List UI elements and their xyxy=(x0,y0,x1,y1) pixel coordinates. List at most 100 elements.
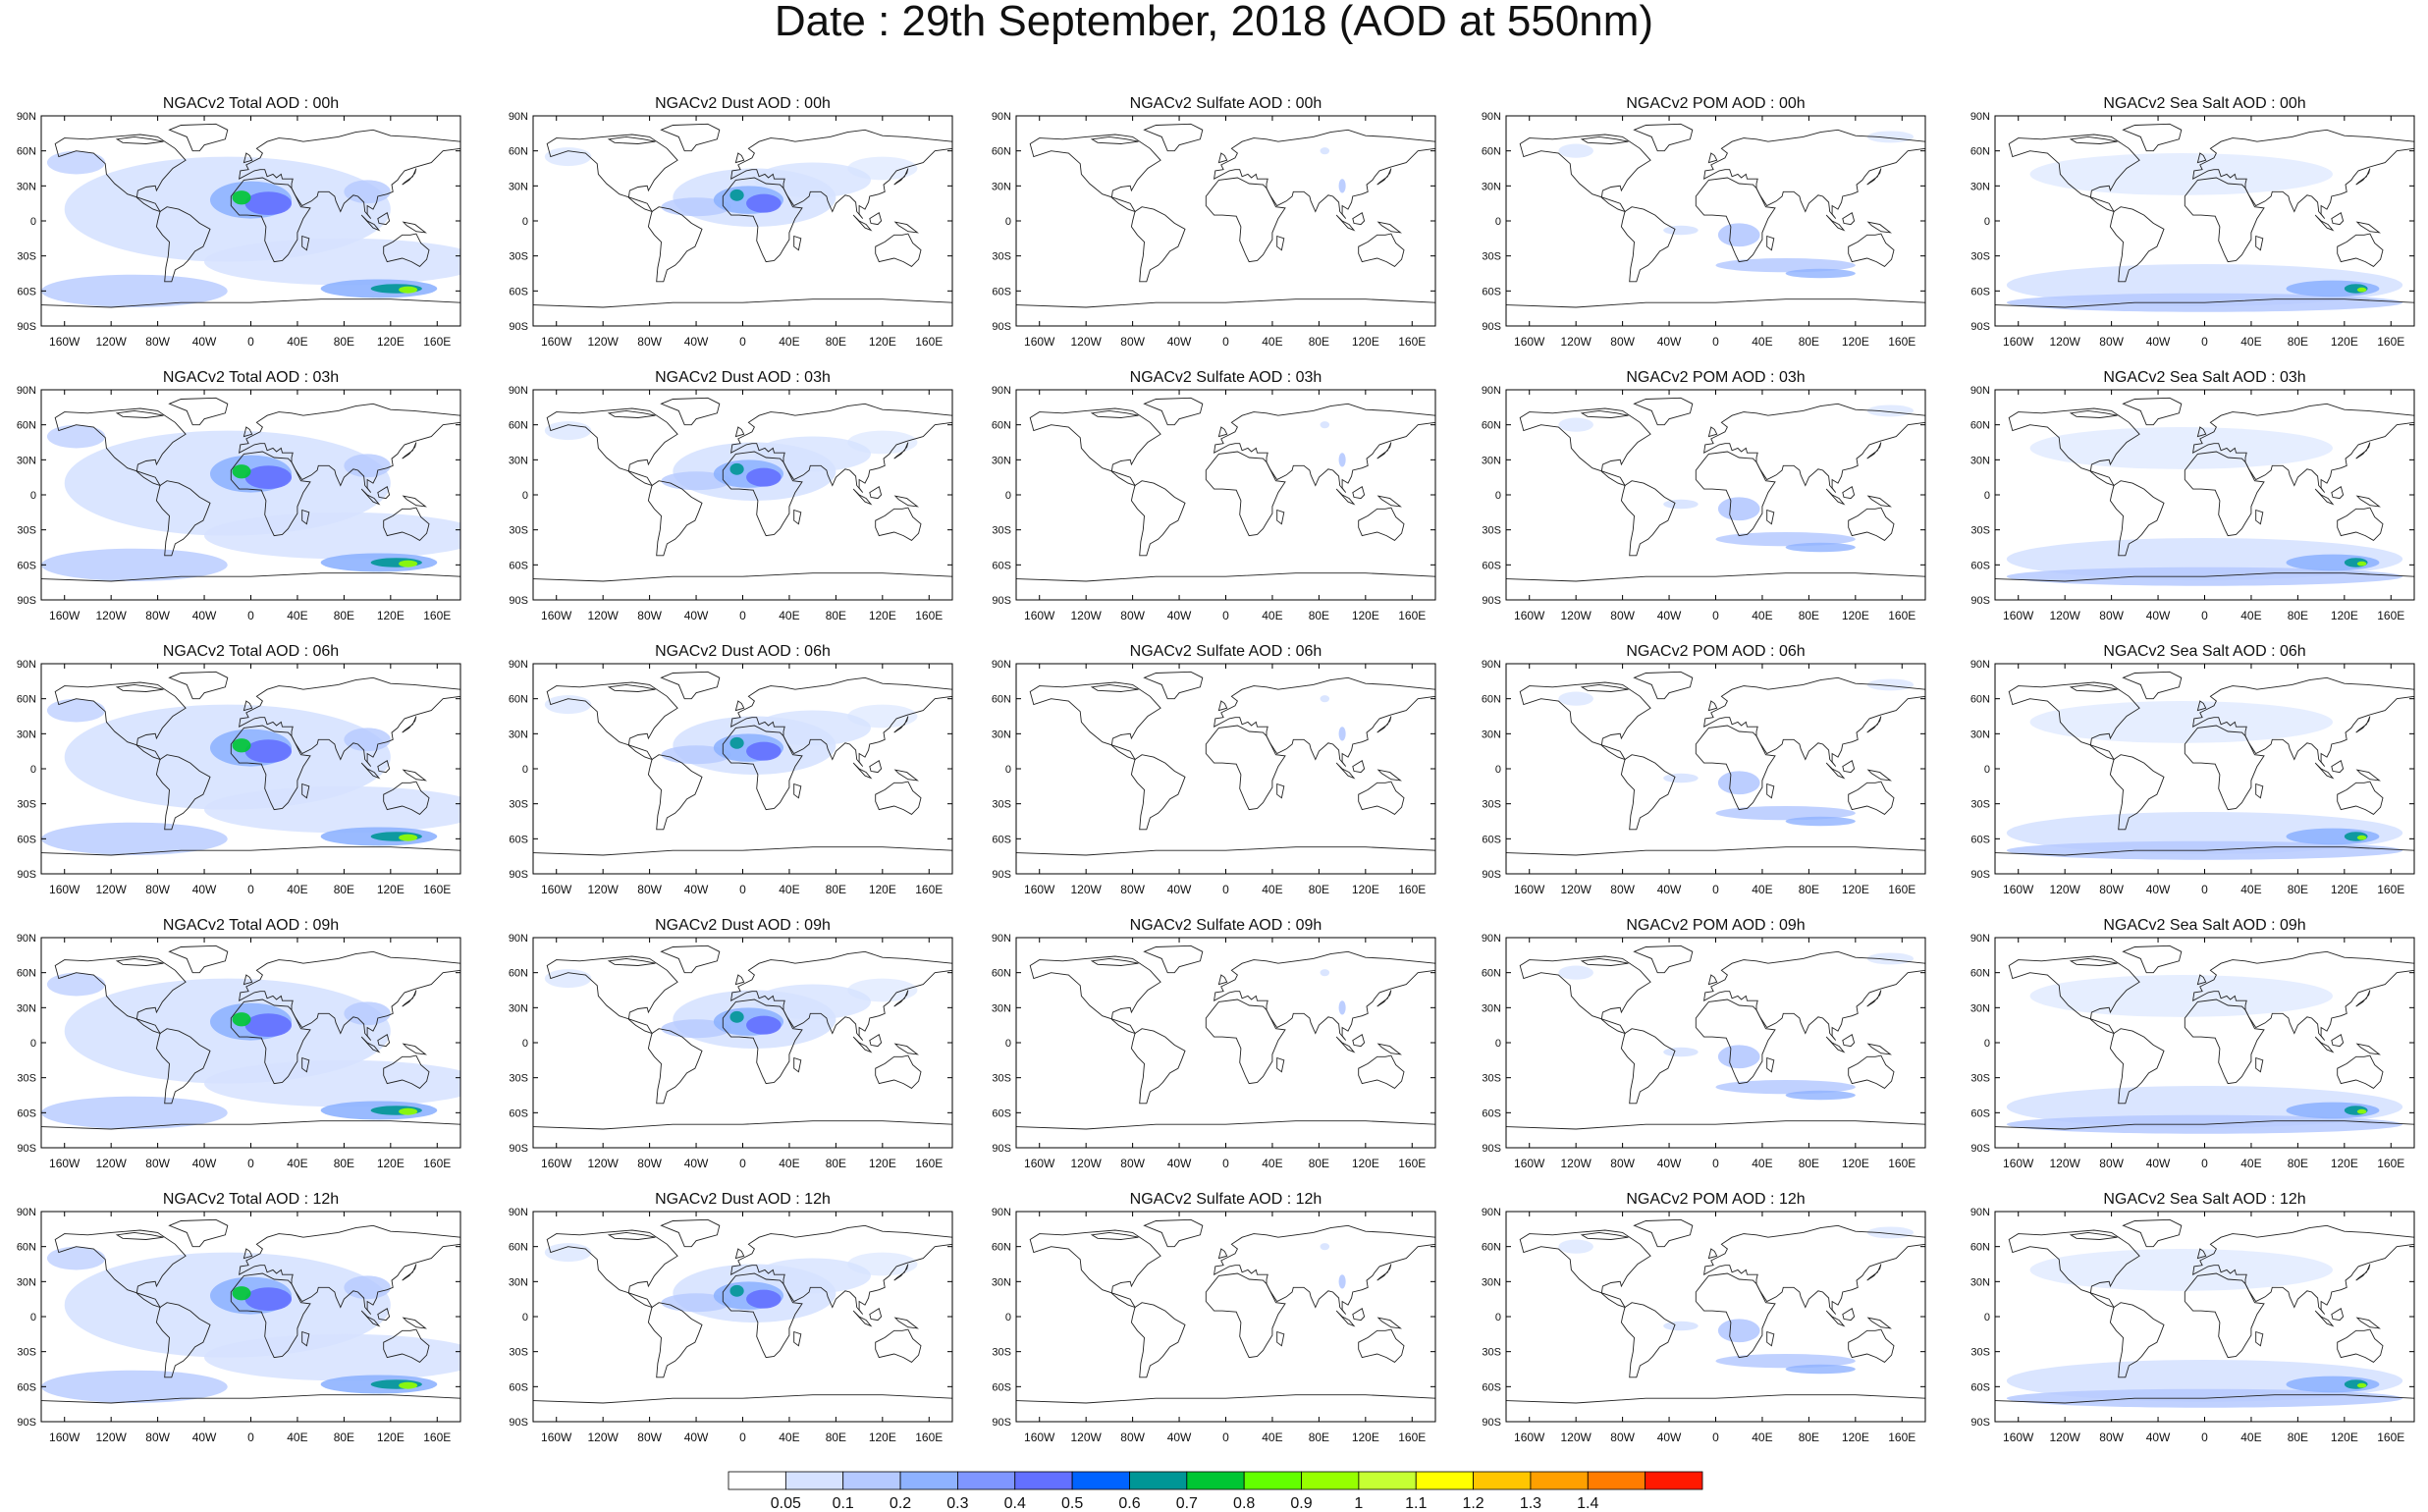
coastline xyxy=(1016,846,1435,856)
lon-tick-label: 120W xyxy=(1560,609,1592,622)
aod-field-1 xyxy=(204,512,460,560)
coastline xyxy=(115,135,164,144)
coastline xyxy=(1866,221,1892,234)
coastline xyxy=(1848,781,1895,815)
coastline xyxy=(660,1218,721,1248)
lat-tick-label: 30N xyxy=(1482,1002,1501,1014)
lat-tick-label: 90N xyxy=(992,111,1011,123)
coastline xyxy=(402,716,417,733)
aod-field-4 xyxy=(1558,1239,1593,1254)
coastline xyxy=(2196,426,2207,438)
coastline xyxy=(1703,1224,1925,1315)
coastline xyxy=(2331,1308,2345,1322)
map-panel-dust-3: NGACv2 Dust AOD : 09h 90N 60N 30N 0 30S 60S 90S… xyxy=(509,917,953,1170)
aod-field-1 xyxy=(204,785,460,834)
lat-tick-label: 60S xyxy=(1482,560,1501,571)
coastline xyxy=(243,700,253,712)
coastline xyxy=(1842,760,1856,774)
aod-field-1 xyxy=(1663,1047,1699,1057)
coastline xyxy=(2069,409,2118,418)
lat-tick-label: 0 xyxy=(30,216,36,228)
coastline xyxy=(730,676,952,767)
lon-tick-label: 80E xyxy=(1799,335,1819,349)
coastline xyxy=(607,135,656,144)
lat-tick-label: 0 xyxy=(1984,764,1990,776)
coastline xyxy=(1620,206,1676,283)
coastline xyxy=(2192,403,2414,493)
aod-field-0 xyxy=(1338,1000,1346,1015)
lon-tick-label: 120E xyxy=(377,1431,405,1444)
aod-field-2 xyxy=(41,274,228,307)
lon-tick-label: 0 xyxy=(739,609,746,622)
lon-tick-label: 40W xyxy=(2146,1157,2171,1170)
colorbar-bin xyxy=(728,1471,786,1490)
lon-tick-label: 80E xyxy=(334,609,354,622)
coastline xyxy=(1866,1317,1892,1329)
coastline xyxy=(893,442,909,459)
map-area xyxy=(1016,938,1435,1148)
colorbar-bin xyxy=(1186,1471,1245,1490)
map-area xyxy=(1016,1212,1435,1422)
coastline xyxy=(1519,407,1651,487)
colorbar-label: 1.4 xyxy=(1577,1495,1598,1512)
aod-field-3 xyxy=(1785,1090,1856,1101)
lat-tick-label: 30S xyxy=(992,525,1011,537)
lon-tick-label: 80W xyxy=(637,609,662,622)
lon-tick-label: 120E xyxy=(2331,1157,2358,1170)
coastline xyxy=(54,134,187,213)
lat-tick-label: 30S xyxy=(1970,525,1990,537)
coastline xyxy=(1580,957,1629,966)
lat-tick-label: 30S xyxy=(1970,1347,1990,1359)
coastline xyxy=(1217,700,1228,712)
coastline xyxy=(2192,676,2414,767)
lon-tick-label: 160W xyxy=(2003,1157,2034,1170)
coastline xyxy=(2355,1264,2371,1281)
lat-tick-label: 90S xyxy=(17,869,36,881)
coastline xyxy=(2196,974,2207,986)
lon-tick-label: 120W xyxy=(1560,883,1592,896)
panel-title: NGACv2 Total AOD : 12h xyxy=(163,1191,339,1208)
aod-field-5 xyxy=(1866,131,1915,143)
lat-tick-label: 90N xyxy=(17,933,36,945)
lat-tick-label: 60S xyxy=(1970,834,1990,845)
lon-tick-label: 40W xyxy=(192,335,217,349)
coastline xyxy=(402,221,427,234)
colorbar-label: 0.3 xyxy=(946,1495,968,1512)
coastline xyxy=(2337,1328,2384,1363)
lon-tick-label: 160W xyxy=(1514,1157,1545,1170)
coastline xyxy=(2314,762,2335,780)
coastline xyxy=(2255,1056,2264,1073)
colorbar-label: 1 xyxy=(1354,1495,1363,1512)
coastline xyxy=(722,999,803,1085)
coastline xyxy=(647,1302,703,1378)
lat-tick-label: 0 xyxy=(30,490,36,502)
aod-field-2 xyxy=(41,822,228,855)
coastline xyxy=(1376,221,1402,234)
aod-field-4 xyxy=(244,1287,293,1312)
panel-title: NGACv2 Sulfate AOD : 12h xyxy=(1130,1191,1322,1208)
coastline xyxy=(2355,769,2381,782)
lat-tick-label: 30S xyxy=(17,525,36,537)
lat-tick-label: 0 xyxy=(1005,216,1011,228)
aod-field-10 xyxy=(344,1275,391,1300)
coastline xyxy=(41,572,460,582)
coastline xyxy=(54,1229,187,1309)
coastline xyxy=(1633,671,1694,700)
lon-tick-label: 120W xyxy=(587,1431,619,1444)
lon-tick-label: 80E xyxy=(334,883,354,896)
coastline xyxy=(1519,134,1651,213)
coastline xyxy=(893,716,909,733)
coastline xyxy=(1995,846,2414,856)
panel-title: NGACv2 Total AOD : 06h xyxy=(163,643,339,660)
coastline xyxy=(1707,700,1718,712)
lon-tick-label: 120W xyxy=(95,1157,127,1170)
lon-tick-label: 80E xyxy=(1309,335,1329,349)
coastline xyxy=(1205,451,1286,537)
lon-tick-label: 80E xyxy=(1309,609,1329,622)
coastline xyxy=(607,683,656,692)
lat-tick-label: 90N xyxy=(17,659,36,671)
colorbar-bin xyxy=(899,1471,958,1490)
lon-tick-label: 40E xyxy=(1752,883,1772,896)
coastline xyxy=(533,1120,952,1130)
lon-tick-label: 80E xyxy=(1309,1157,1329,1170)
